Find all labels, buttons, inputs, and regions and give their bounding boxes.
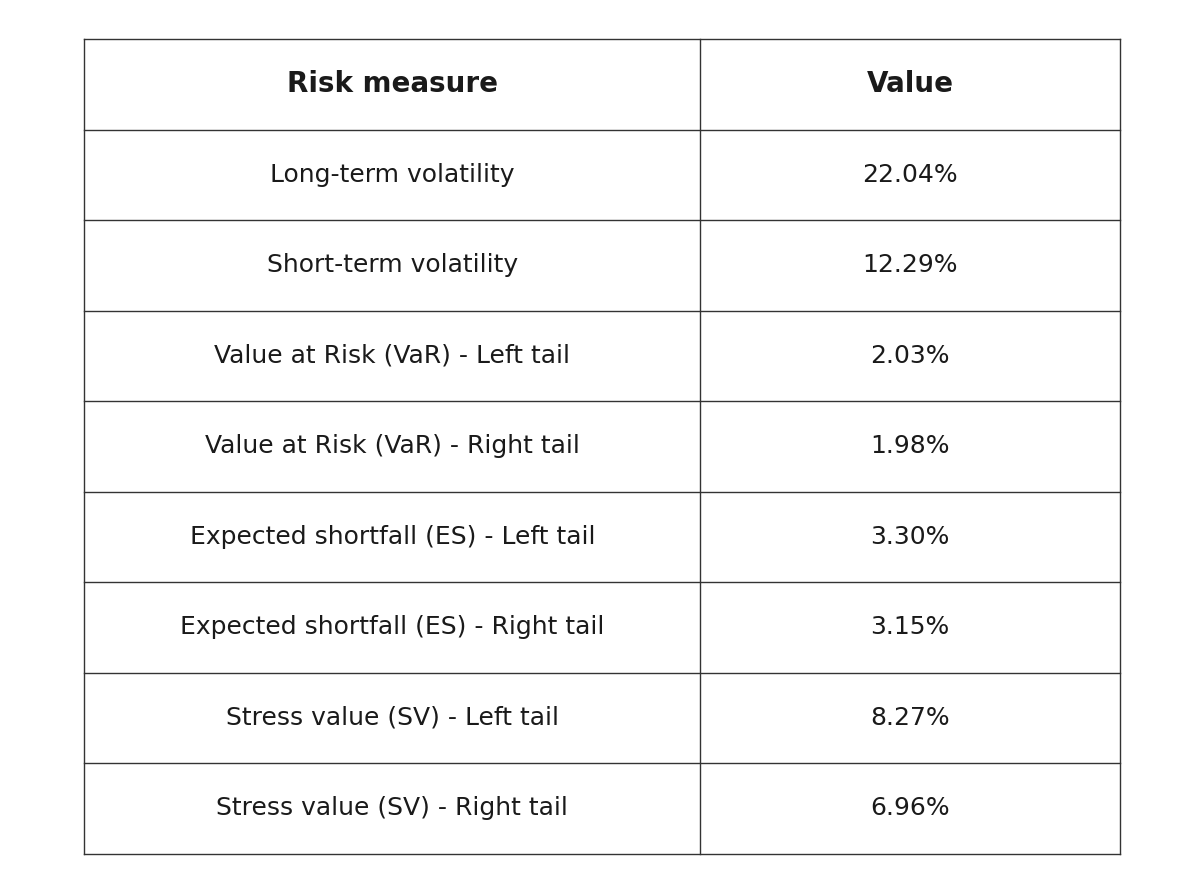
Text: 3.30%: 3.30% [870, 525, 950, 549]
Text: Value at Risk (VaR) - Left tail: Value at Risk (VaR) - Left tail [214, 344, 571, 368]
Text: 2.03%: 2.03% [870, 344, 950, 368]
Text: Expected shortfall (ES) - Left tail: Expected shortfall (ES) - Left tail [189, 525, 595, 549]
Text: 6.96%: 6.96% [870, 796, 950, 820]
Text: Risk measure: Risk measure [287, 71, 497, 98]
Text: Short-term volatility: Short-term volatility [267, 253, 518, 277]
Text: Long-term volatility: Long-term volatility [270, 163, 514, 187]
Text: Stress value (SV) - Right tail: Stress value (SV) - Right tail [217, 796, 568, 820]
Text: Value at Risk (VaR) - Right tail: Value at Risk (VaR) - Right tail [205, 435, 580, 458]
Text: Expected shortfall (ES) - Right tail: Expected shortfall (ES) - Right tail [181, 616, 604, 639]
Text: 22.04%: 22.04% [862, 163, 958, 187]
Text: 1.98%: 1.98% [870, 435, 950, 458]
Text: 12.29%: 12.29% [862, 253, 958, 277]
Text: 8.27%: 8.27% [870, 706, 950, 730]
Text: 3.15%: 3.15% [870, 616, 950, 639]
Text: Stress value (SV) - Left tail: Stress value (SV) - Left tail [226, 706, 559, 730]
Text: Value: Value [867, 71, 954, 98]
